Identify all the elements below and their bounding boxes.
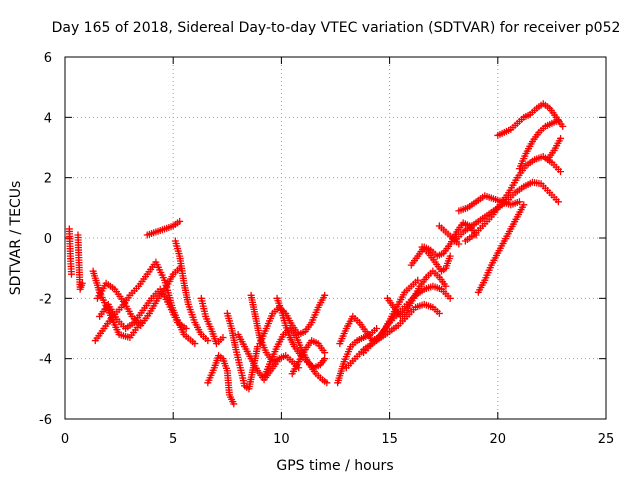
x-axis-label: GPS time / hours [276, 458, 393, 474]
y-axis-label: SDTVAR / TECUs [8, 181, 24, 296]
data-point [321, 349, 329, 357]
data-point [321, 355, 329, 363]
data-point [219, 334, 227, 342]
data-point [321, 291, 329, 299]
y-tick-label: 6 [44, 51, 52, 66]
data-point [182, 325, 190, 332]
y-tick-label: -6 [39, 413, 52, 428]
data-point [559, 122, 567, 130]
data-point [520, 201, 528, 209]
data-point [446, 252, 454, 260]
plot-frame [64, 56, 607, 420]
data-point [554, 116, 562, 124]
axis-ticks: 0 5 10 15 20 25 -6 -4 -2 0 2 4 6 [39, 51, 614, 447]
chart-title: Day 165 of 2018, Sidereal Day-to-day VTE… [52, 20, 621, 36]
x-tick-label: 15 [381, 432, 398, 447]
data-point [204, 337, 212, 345]
data-point [67, 270, 75, 278]
y-tick-label: -4 [39, 353, 52, 368]
data-point [557, 134, 565, 142]
data-point [446, 294, 454, 302]
y-tick-label: 2 [44, 172, 52, 187]
x-tick-label: 10 [273, 432, 290, 447]
data-points [65, 100, 567, 408]
y-tick-label: 0 [44, 232, 52, 247]
grid-lines [65, 57, 606, 419]
x-tick-label: 20 [490, 432, 507, 447]
y-tick-label: -2 [39, 292, 52, 307]
data-point [414, 276, 422, 284]
x-tick-label: 0 [61, 432, 69, 447]
data-point [230, 400, 238, 408]
data-point [442, 282, 450, 290]
data-point [176, 217, 184, 225]
data-point [554, 198, 562, 206]
data-point [557, 168, 565, 176]
data-point [323, 379, 331, 387]
x-tick-label: 25 [598, 432, 615, 447]
data-point [191, 340, 199, 348]
data-point [435, 309, 443, 317]
data-point [78, 279, 86, 287]
x-tick-label: 5 [169, 432, 177, 447]
y-tick-label: 4 [44, 111, 52, 126]
data-point [373, 325, 381, 332]
data-point [455, 240, 463, 248]
data-point [515, 198, 523, 206]
